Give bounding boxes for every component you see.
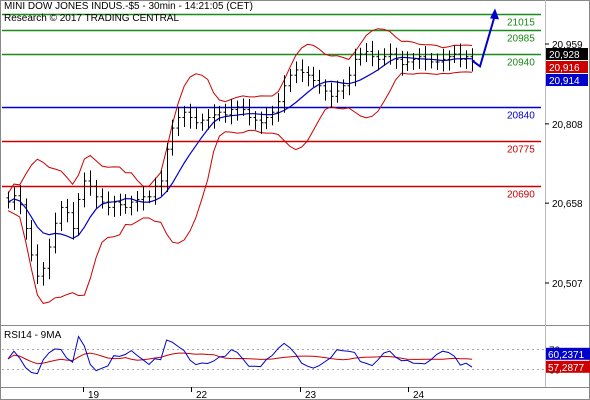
forecast-arrow (471, 18, 495, 69)
price-tag-label: 20,928 (549, 50, 580, 61)
candlestick-series (6, 40, 475, 286)
price-tick-label: 20,507 (552, 279, 583, 290)
price-tag (546, 61, 588, 73)
rsi-tag-label: 57,2877 (548, 363, 585, 374)
price-tag (546, 74, 588, 86)
bollinger-lower-band (7, 71, 473, 304)
level-label: 20775 (507, 145, 535, 156)
time-tick-label: 24 (413, 390, 425, 400)
moving-average-line (7, 56, 473, 240)
copyright-text: Research © 2017 TRADING CENTRAL (4, 13, 180, 24)
time-tick-label: 19 (88, 390, 100, 400)
level-label: 20840 (507, 111, 535, 122)
rsi-title: RSI14 - 9MA (4, 330, 62, 341)
rsi-tag (546, 360, 590, 373)
time-tick-label: 22 (196, 390, 208, 400)
price-tick-label: 20,808 (552, 120, 583, 131)
rsi-tag (546, 347, 590, 360)
rsi-tag-label: 60,2371 (548, 350, 585, 361)
price-tick-label: 20,959 (552, 40, 583, 51)
level-label: 20690 (507, 190, 535, 201)
price-tag-label: 20,914 (549, 76, 580, 87)
price-tag-label: 20,916 (549, 63, 580, 74)
time-tick-label: 23 (305, 390, 317, 400)
rsi-ma-line (7, 352, 473, 365)
price-tick-label: 20,658 (552, 199, 583, 210)
level-label: 20940 (507, 58, 535, 69)
forecast-arrow-head (490, 8, 499, 20)
chart-title: MINI DOW JONES INDUS.-$5 - 30min - 14:21… (4, 1, 253, 12)
level-label: 20985 (507, 34, 535, 45)
bollinger-upper-band (7, 28, 473, 194)
price-tag (546, 48, 588, 60)
rsi-line (7, 335, 473, 375)
level-label: 21015 (507, 18, 535, 29)
